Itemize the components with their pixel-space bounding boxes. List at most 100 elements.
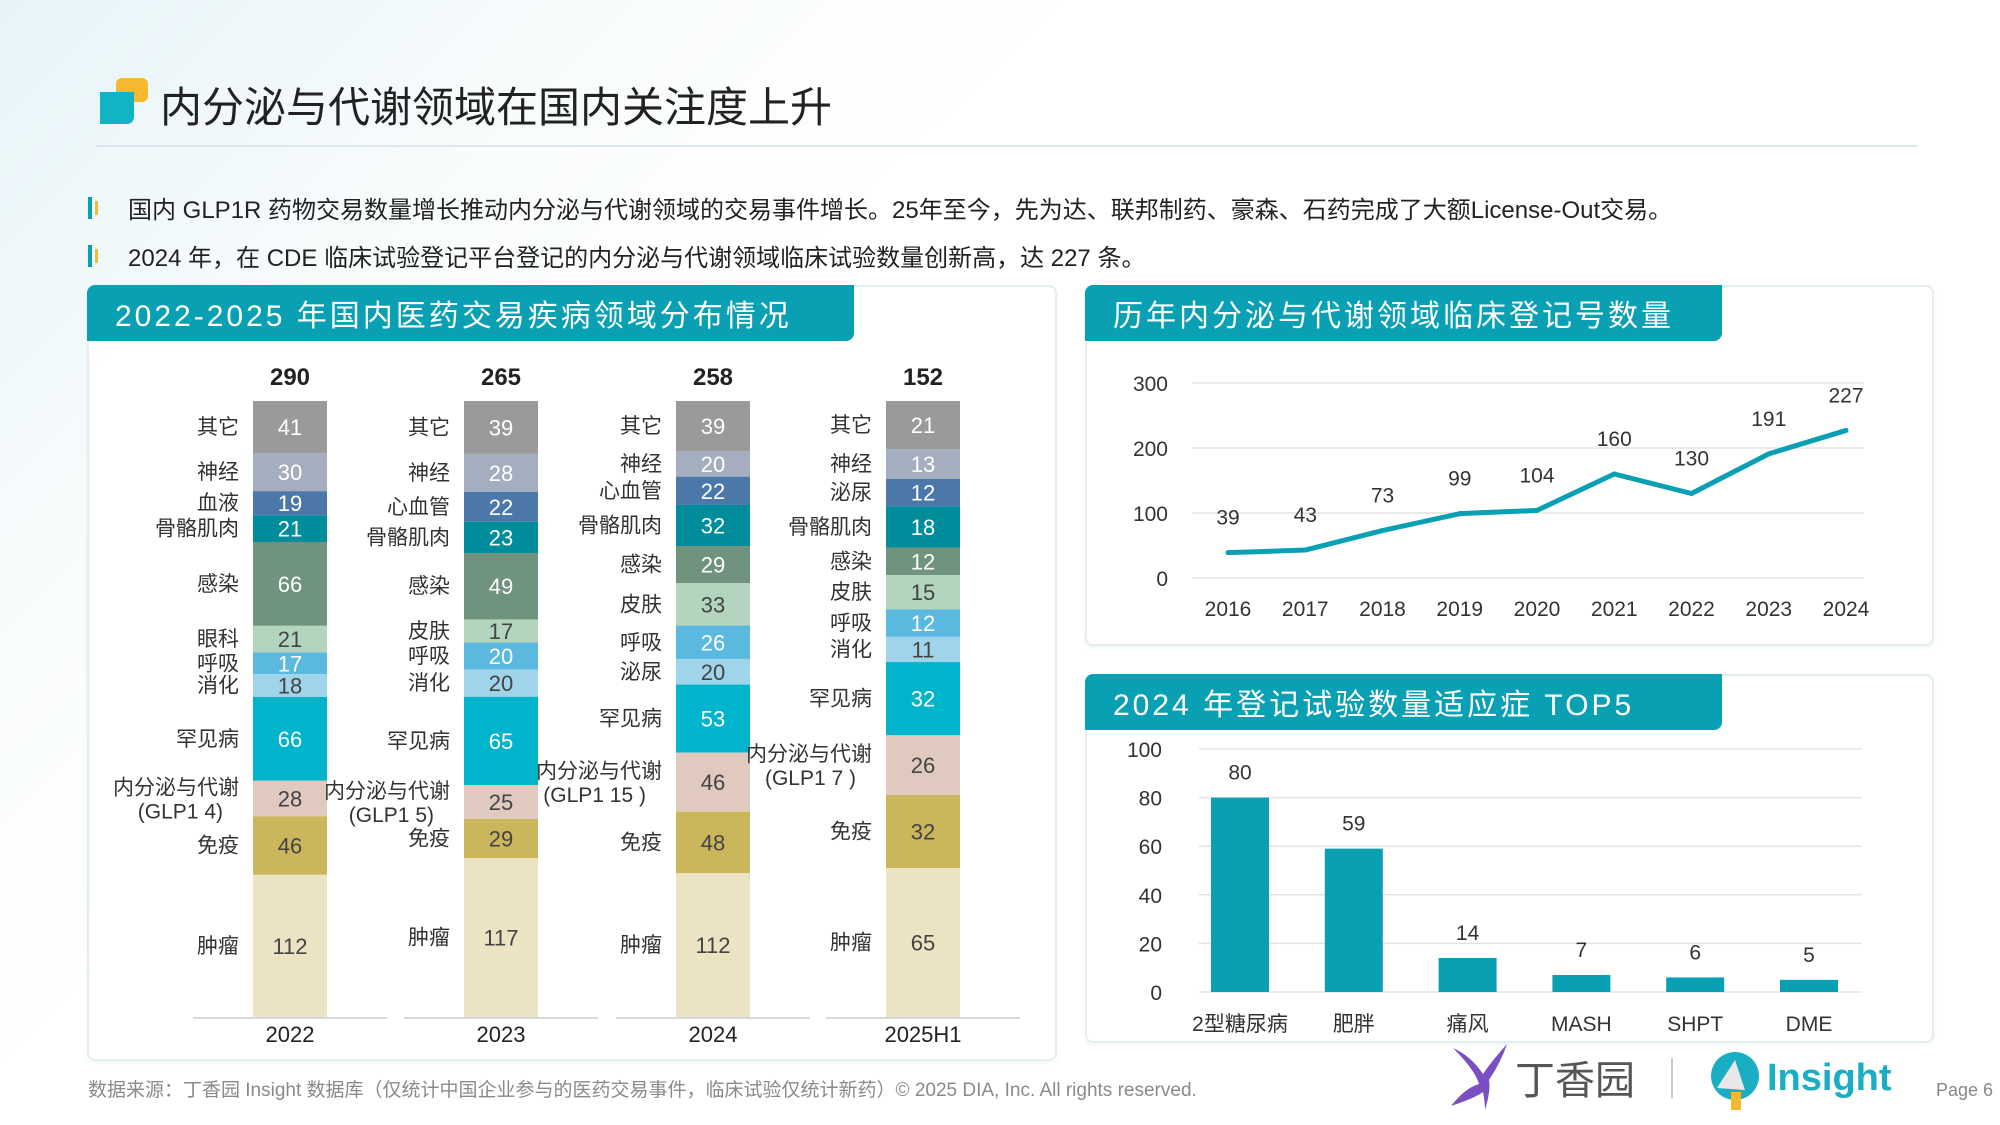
bar-segment (253, 696, 327, 781)
segment-value-label: 46 (278, 834, 302, 859)
data-point (1611, 471, 1617, 477)
data-point (1380, 528, 1385, 534)
bar-segment (676, 873, 750, 1017)
segment-value-label: 13 (911, 452, 935, 477)
segment-category-label: 内分泌与代谢 (113, 777, 239, 800)
bar-segment (253, 625, 327, 653)
x-tick-label: 2018 (1359, 598, 1406, 621)
segment-category-label: 心血管 (599, 480, 662, 503)
segment-value-label: 18 (911, 515, 935, 540)
dxy-logo-text: 丁香园 (1515, 1059, 1635, 1103)
segment-value-label: 30 (278, 460, 302, 485)
data-point (1689, 491, 1694, 496)
segment-category-label: 骨骼肌肉 (578, 514, 662, 537)
segment-value-label: 22 (701, 479, 725, 504)
segment-value-label: 66 (278, 727, 302, 752)
segment-value-label: 53 (701, 707, 725, 732)
x-tick-label: 2020 (1514, 598, 1561, 621)
bar (1438, 957, 1497, 992)
segment-value-label: 46 (701, 770, 725, 795)
y-tick-label: 100 (1133, 503, 1168, 526)
bullet-item: 国内 GLP1R 药物交易数量增长推动内分泌与代谢领域的交易事件增长。25年至今… (88, 190, 1672, 225)
data-label: 99 (1448, 468, 1471, 491)
segment-category-label: 血液 (197, 492, 239, 515)
top5-indication-title: 2024 年登记试验数量适应症 TOP5 (1085, 674, 1722, 730)
segment-value-label: 39 (489, 415, 513, 440)
bar-segment (253, 816, 327, 875)
segment-value-label: 12 (911, 549, 935, 574)
bar-segment (676, 752, 750, 812)
bar-segment (676, 658, 750, 685)
segment-category-sublabel: (GLP1 7 ) (765, 767, 856, 790)
data-point (1302, 547, 1308, 553)
data-label: 5 (1803, 944, 1815, 967)
bar-segment (886, 506, 960, 548)
bar-segment (886, 794, 960, 869)
segment-category-label: 泌尿 (620, 661, 662, 684)
bar-segment (253, 674, 327, 697)
segment-category-label: 眼科 (197, 628, 239, 651)
bar-segment (886, 478, 960, 507)
segment-value-label: 66 (278, 572, 302, 597)
data-label: 73 (1371, 485, 1394, 508)
x-tick-label: 2021 (1591, 598, 1638, 621)
title-divider (96, 145, 1917, 147)
bar-segment (676, 476, 750, 505)
segment-value-label: 11 (912, 637, 935, 662)
segment-category-label: 神经 (408, 462, 450, 485)
bar-segment (886, 636, 960, 663)
bar-segment (253, 541, 327, 626)
logo-separator (1671, 1058, 1673, 1098)
bullet-text: 国内 GLP1R 药物交易数量增长推动内分泌与代谢领域的交易事件增长。25年至今… (128, 197, 1673, 224)
data-label: 59 (1342, 813, 1365, 836)
data-point (1225, 550, 1231, 556)
bar-segment (464, 401, 538, 454)
segment-value-label: 21 (278, 627, 302, 652)
segment-category-label: 泌尿 (830, 482, 872, 505)
bar-segment (676, 625, 750, 659)
x-tick-label: 2型糖尿病 (1192, 1013, 1288, 1036)
bar-segment (464, 858, 538, 1017)
x-tick-label: 2016 (1205, 598, 1252, 621)
bar (1666, 977, 1725, 992)
bar-total-label: 258 (693, 364, 733, 391)
x-tick-label: SHPT (1667, 1013, 1723, 1036)
segment-value-label: 19 (278, 491, 302, 516)
segment-value-label: 18 (278, 674, 302, 699)
segment-value-label: 23 (489, 525, 513, 550)
segment-value-label: 48 (701, 830, 725, 855)
bar-segment (886, 735, 960, 795)
segment-value-label: 65 (911, 931, 935, 956)
bullet-text: 2024 年，在 CDE 临床试验登记平台登记的内分泌与代谢领域临床试验数量创新… (128, 245, 1146, 272)
segment-category-label: 消化 (408, 672, 450, 695)
clinical-registration-panel: 历年内分泌与代谢领域临床登记号数量 (1085, 285, 1934, 646)
page-number: Page 6 (1936, 1080, 1994, 1100)
y-tick-label: 60 (1139, 836, 1162, 859)
segment-category-label: 内分泌与代谢 (324, 780, 450, 803)
bar (1780, 979, 1838, 992)
segment-value-label: 15 (911, 580, 935, 605)
y-tick-label: 40 (1139, 885, 1162, 908)
bar (1324, 848, 1383, 992)
bar-segment (253, 515, 327, 542)
bar-segment (464, 696, 538, 785)
insight-logo-text: Insight (1767, 1057, 1892, 1099)
bar-segment (464, 669, 538, 697)
segment-category-label: 肿瘤 (197, 935, 239, 958)
bullet-marker-icon (88, 244, 98, 267)
x-tick-label: 2025H1 (884, 1022, 961, 1047)
page-title: 内分泌与代谢领域在国内关注度上升 (160, 84, 833, 131)
deal-distribution-title: 2022-2025 年国内医药交易疾病领域分布情况 (87, 285, 854, 341)
data-point (1534, 507, 1540, 513)
segment-value-label: 39 (701, 414, 725, 439)
segment-value-label: 28 (278, 787, 302, 812)
bar-segment (253, 401, 327, 454)
segment-category-label: 内分泌与代谢 (536, 760, 662, 783)
title-logo-icon (100, 78, 148, 124)
segment-value-label: 20 (489, 671, 513, 696)
segment-category-label: 其它 (408, 416, 450, 439)
x-tick-label: 2017 (1282, 598, 1329, 621)
bar-segment (676, 583, 750, 626)
data-label: 160 (1597, 428, 1632, 451)
